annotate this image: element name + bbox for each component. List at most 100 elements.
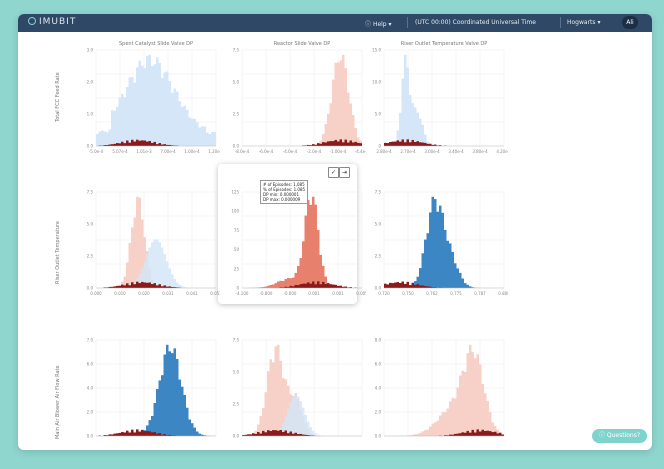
histogram-bar-highlight [111, 144, 114, 146]
y-tick-label: 2.5 [233, 112, 240, 117]
histogram-bar [302, 241, 305, 288]
histogram-bar-highlight [269, 431, 272, 436]
site-selector[interactable]: Hogwarts ▾ [567, 19, 600, 26]
histogram-bar [436, 420, 439, 436]
histogram-bar [201, 434, 204, 436]
x-tick-label: 5.07e-4 [112, 149, 128, 154]
histogram-bar [322, 265, 325, 288]
histogram-bar-highlight [284, 430, 287, 436]
histogram-bar [188, 117, 191, 146]
histogram-chart[interactable]: 0.0 2.0 4.0 6.0 8.0 [368, 326, 508, 450]
histogram-bar-highlight [131, 139, 134, 146]
histogram-bar-highlight [312, 281, 315, 288]
histogram-bar-highlight [141, 140, 144, 146]
histogram-chart[interactable]: 0.0 2.5 5.0 7.5 0.000 0.010 0.020 0.031 0.041 0.0… [80, 178, 220, 306]
brand-logo[interactable]: IMUBIT [28, 17, 76, 27]
x-tick-label: 0.000 [90, 291, 102, 296]
histogram-chart[interactable]: 0 25 50 75 100 125 -4.100 -0.800 -0.600 0.001 0.00… [226, 178, 366, 306]
histogram-bar [292, 397, 295, 436]
check-icon[interactable]: ✓ [328, 167, 339, 178]
histogram-bar-highlight [302, 145, 305, 146]
histogram-bar [289, 278, 292, 288]
histogram-bar-highlight [103, 435, 106, 436]
histogram-bar [354, 128, 357, 146]
histogram-bar [156, 388, 159, 436]
histogram-bar-highlight [474, 432, 477, 436]
histogram-bar [297, 265, 300, 288]
histogram-bar-highlight [116, 285, 119, 288]
y-tick-label: 5.0 [375, 222, 382, 227]
x-tick-label: -8.0e-4 [235, 149, 250, 154]
histogram-bar [357, 137, 360, 146]
questions-button[interactable]: ⓘ Questions? [592, 429, 647, 443]
histogram-bar [148, 54, 151, 146]
histogram-chart[interactable]: 0.0 2.0 4.0 6.0 7.0 [80, 326, 220, 450]
histogram-bar-highlight [163, 285, 166, 288]
y-tick-label: 2.0 [375, 410, 382, 415]
histogram-chart[interactable]: Spent Catalyst Slide Valve DP 0.0 1.0 2.0 3.… [80, 36, 220, 164]
histogram-bar [126, 262, 129, 288]
histogram-bar-highlight [404, 283, 407, 288]
logo-ring-icon [28, 17, 36, 25]
histogram-bar [282, 377, 285, 436]
histogram-bar-highlight [151, 432, 154, 436]
user-avatar[interactable]: Ali [622, 16, 638, 29]
histogram-bar-highlight [158, 143, 161, 146]
histogram-bar-highlight [499, 432, 502, 436]
histogram-bar [322, 134, 325, 146]
histogram-bar-highlight [416, 141, 419, 146]
x-tick-label: 1.01e-3 [136, 149, 152, 154]
histogram-bar-highlight [314, 144, 317, 146]
histogram-chart[interactable]: 0.0 2.5 5.0 7.5 [226, 326, 366, 450]
histogram-bar [118, 97, 121, 146]
row-label-2: Riser Outlet Temperature [55, 221, 61, 284]
histogram-bar-highlight [118, 143, 121, 146]
histogram-bar-highlight [166, 286, 169, 288]
histogram-bar [183, 105, 186, 146]
histogram-bar-highlight [128, 432, 131, 436]
histogram-bar [284, 379, 287, 436]
y-tick-label: 5.0 [233, 80, 240, 85]
histogram-bar [274, 346, 277, 436]
histogram-bar-highlight [332, 284, 335, 288]
histogram-bar-highlight [317, 143, 320, 146]
histogram-bar [269, 284, 272, 288]
x-tick-label: 3.80e-4 [472, 149, 488, 154]
y-tick-label: 4.0 [375, 386, 382, 391]
histogram-bar-highlight [289, 431, 292, 436]
histogram-chart[interactable]: 0.0 2.5 5.0 7.5 0.720 0.750 0.762 0.775 0.787 0.8… [368, 178, 508, 306]
histogram-bar-highlight [386, 284, 389, 288]
histogram-chart[interactable]: Riser Outlet Temperature Valve DP 0 5.0 10.… [368, 36, 508, 164]
separator [560, 17, 561, 28]
histogram-bar-highlight [304, 145, 307, 146]
exit-icon[interactable]: ⇥ [339, 167, 350, 178]
histogram-bar [436, 211, 439, 288]
x-tick-label: 7.00e-4 [160, 149, 176, 154]
histogram-bar [456, 268, 459, 288]
histogram-bar-highlight [464, 432, 467, 436]
histogram-bar-highlight [136, 281, 139, 288]
histogram-bar [431, 423, 434, 436]
histogram-bar-highlight [347, 287, 350, 288]
histogram-bar-highlight [161, 144, 164, 146]
histogram-chart[interactable]: Reactor Slide Valve DP 0.0 2.5 5.0 7.5 -8.0e-… [226, 36, 366, 164]
histogram-bar-highlight [324, 283, 327, 288]
histogram-bar-highlight [459, 433, 462, 436]
histogram-bar [264, 392, 267, 436]
help-menu[interactable]: ⓘ Help ▾ [365, 19, 392, 28]
timezone-selector[interactable]: (UTC 00:00) Coordinated Universal Time [415, 19, 536, 26]
histogram-bar-highlight [411, 139, 414, 146]
histogram-bar [128, 242, 131, 288]
histogram-bar-highlight [264, 432, 267, 436]
histogram-bar [459, 272, 462, 288]
app-window: IMUBIT ⓘ Help ▾ (UTC 00:00) Coordinated … [18, 14, 652, 450]
histogram-bar-highlight [151, 142, 154, 146]
histogram-bar-highlight [113, 286, 116, 288]
histogram-bar [173, 348, 176, 436]
y-tick-label: 0.0 [375, 434, 382, 439]
histogram-bar-highlight [297, 285, 300, 288]
histogram-bar [143, 68, 146, 146]
histogram-bar-highlight [404, 142, 407, 146]
histogram-bar-highlight [409, 142, 412, 146]
y-tick-label: 75 [234, 228, 240, 233]
